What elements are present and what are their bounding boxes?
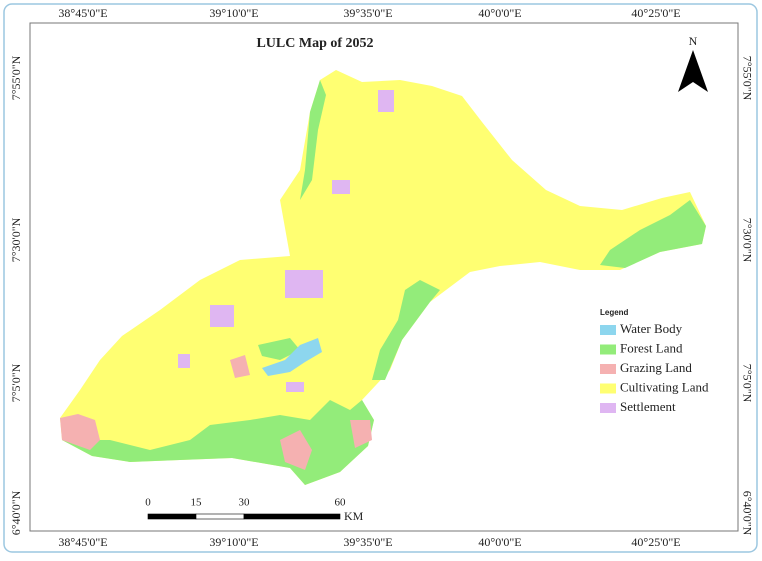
settlement-patch	[286, 382, 304, 392]
forest-patch	[372, 280, 440, 380]
grazing-patch	[280, 430, 312, 470]
grazing-patch	[60, 414, 100, 450]
legend-label: Grazing Land	[620, 360, 692, 375]
y-coordinate-label: 7°55'0"N	[740, 56, 754, 101]
settlement-patch	[210, 305, 234, 327]
legend-label: Forest Land	[620, 340, 683, 355]
settlement-patch	[378, 90, 394, 112]
grazing-patch	[350, 420, 372, 448]
scale-label: 15	[191, 497, 203, 509]
forest-patch	[300, 80, 326, 200]
scale-label: 60	[335, 497, 347, 509]
land-use-map	[60, 70, 706, 485]
y-coordinate-label: 6°40'0"N	[740, 491, 754, 536]
legend-label: Water Body	[620, 321, 683, 336]
scale-segment	[243, 513, 341, 520]
north-arrow	[678, 50, 708, 92]
cultivating-area	[60, 70, 706, 485]
scale-label: 0	[145, 497, 151, 509]
forest-patch	[600, 200, 706, 268]
legend-swatch	[600, 364, 616, 374]
legend-label: Cultivating Land	[620, 379, 709, 394]
scale-unit: KM	[344, 509, 364, 523]
legend-swatch	[600, 403, 616, 413]
settlement-patch	[332, 180, 350, 194]
legend-swatch	[600, 344, 616, 355]
y-coordinate-label: 7°55'0"N	[9, 55, 23, 100]
north-label: N	[689, 34, 698, 48]
y-coordinate-label: 7°30'0"N	[740, 218, 754, 263]
x-coordinate-label: 40°0'0"E	[478, 6, 521, 20]
scale-segment	[195, 513, 245, 520]
x-coordinate-label: 39°10'0"E	[209, 6, 258, 20]
y-coordinate-label: 7°30'0"N	[9, 217, 23, 262]
legend-title: Legend	[600, 308, 629, 317]
x-coordinate-label: 39°10'0"E	[209, 535, 258, 549]
legend-label: Settlement	[620, 399, 676, 414]
y-coordinate-label: 7°5'0"N	[740, 364, 754, 403]
settlement-patch	[285, 270, 323, 298]
settlement-patch	[178, 354, 190, 368]
legend-swatch	[600, 383, 616, 394]
scale-label: 30	[239, 497, 251, 509]
water-body	[262, 338, 322, 376]
legend-swatch	[600, 325, 616, 335]
x-coordinate-label: 38°45'0"E	[58, 535, 107, 549]
x-coordinate-label: 40°0'0"E	[478, 535, 521, 549]
y-coordinate-label: 7°5'0"N	[9, 363, 23, 402]
x-coordinate-label: 39°35'0"E	[343, 6, 392, 20]
map-title: LULC Map of 2052	[256, 36, 373, 51]
y-coordinate-label: 6°40'0"N	[9, 490, 23, 535]
legend: Legend Water Body Forest Land Grazing Land C…	[600, 308, 709, 414]
forest-patch	[258, 338, 300, 360]
graticule-labels: 38°45'0"E 39°10'0"E 39°35'0"E 40°0'0"E 40°25…	[9, 6, 755, 549]
x-coordinate-label: 40°25'0"E	[631, 535, 680, 549]
x-coordinate-label: 39°35'0"E	[343, 535, 392, 549]
x-coordinate-label: 38°45'0"E	[58, 6, 107, 20]
grazing-patch	[230, 355, 250, 378]
scale-segment	[147, 513, 197, 520]
x-coordinate-label: 40°25'0"E	[631, 6, 680, 20]
